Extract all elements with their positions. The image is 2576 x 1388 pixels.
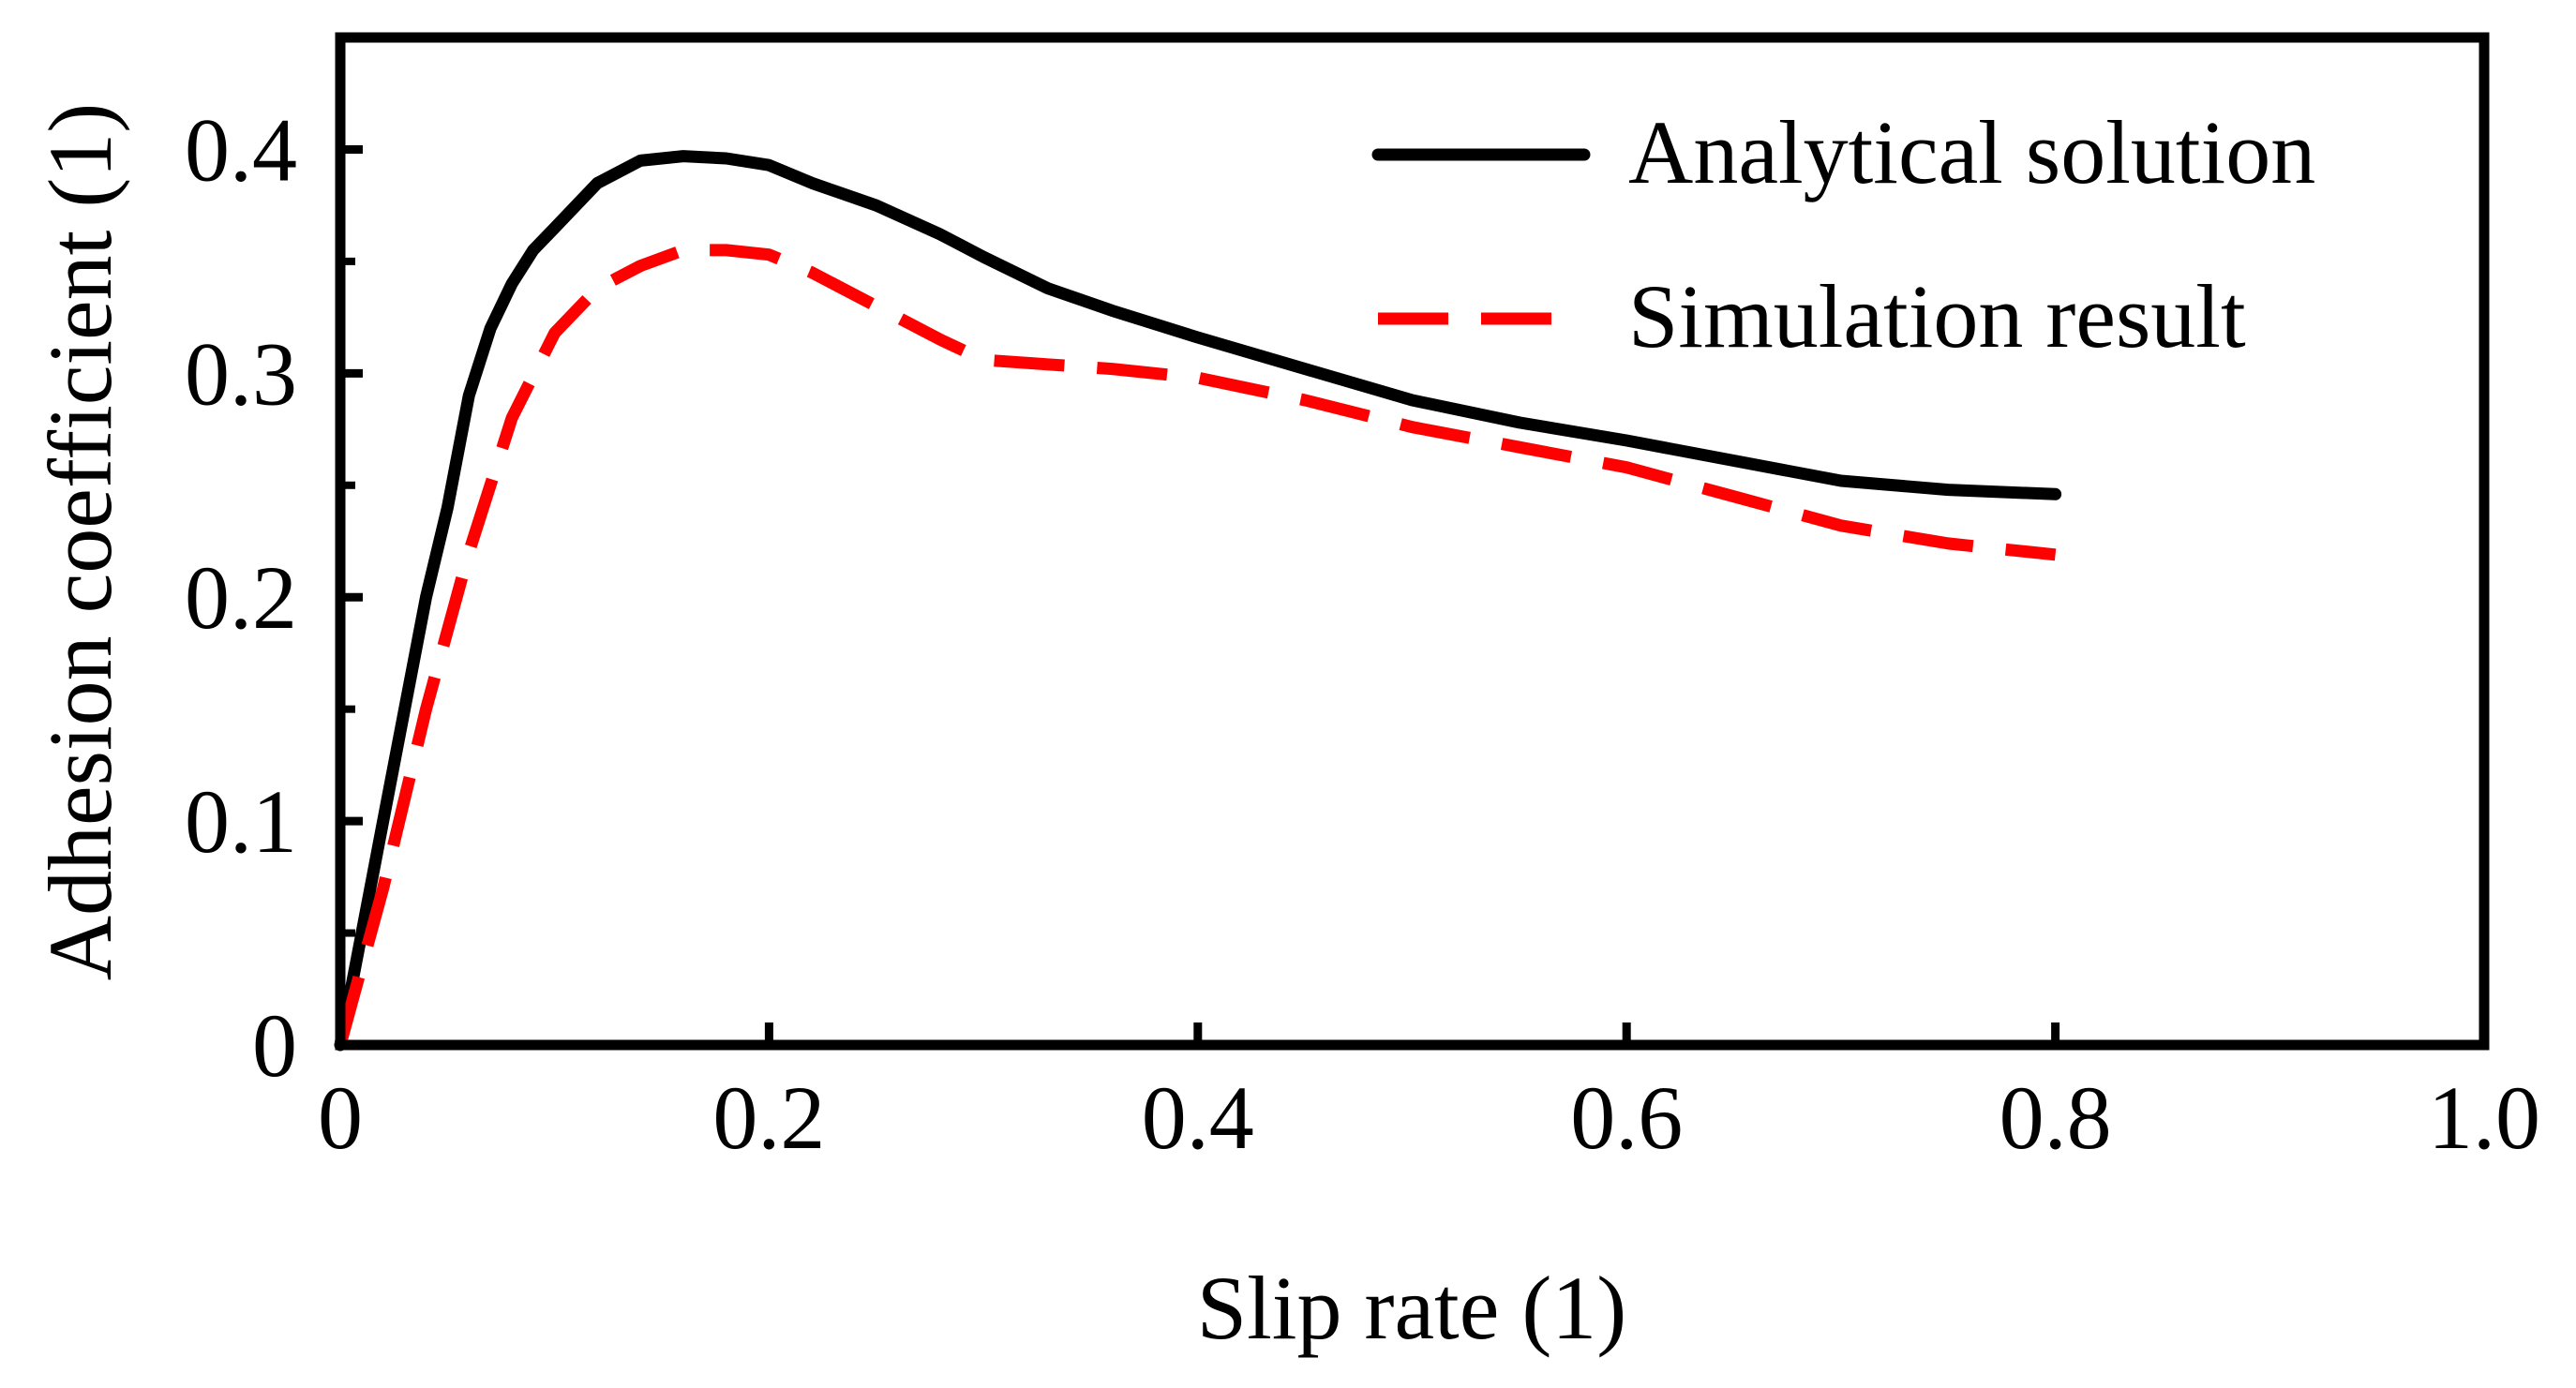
- x-tick-label: 0.6: [1570, 1067, 1683, 1168]
- y-tick-label: 0.1: [185, 771, 297, 872]
- legend-label-simulation: Simulation result: [1628, 266, 2246, 366]
- y-tick-label: 0.2: [185, 547, 297, 648]
- y-tick-label: 0.4: [185, 99, 297, 200]
- series-line-analytical: [334, 150, 2062, 1052]
- y-axis-label: Adhesion coefficient (1): [30, 103, 130, 981]
- y-tick-label: 0: [252, 995, 297, 1096]
- x-tick-label: 0.2: [712, 1067, 825, 1168]
- tick-layer: [340, 144, 2060, 1045]
- x-axis-label: Slip rate (1): [1197, 1258, 1627, 1358]
- series-line-simulation: [334, 244, 2057, 1047]
- plot-area-frame: [335, 32, 2490, 1051]
- legend-label-analytical: Analytical solution: [1628, 102, 2315, 202]
- tick-label-layer: 0 0.2 0.4 0.6 0.8 1.0 0 0.1 0.2 0.3 0.4: [185, 99, 2540, 1168]
- x-tick-label: 0: [318, 1067, 363, 1168]
- x-tick-label: 1.0: [2428, 1067, 2540, 1168]
- legend: Analytical solution Simulation result: [1371, 102, 2315, 366]
- data-layer: [334, 150, 2062, 1052]
- y-tick-label: 0.3: [185, 323, 297, 424]
- x-tick-label: 0.4: [1142, 1067, 1254, 1168]
- x-tick-label: 0.8: [1999, 1067, 2112, 1168]
